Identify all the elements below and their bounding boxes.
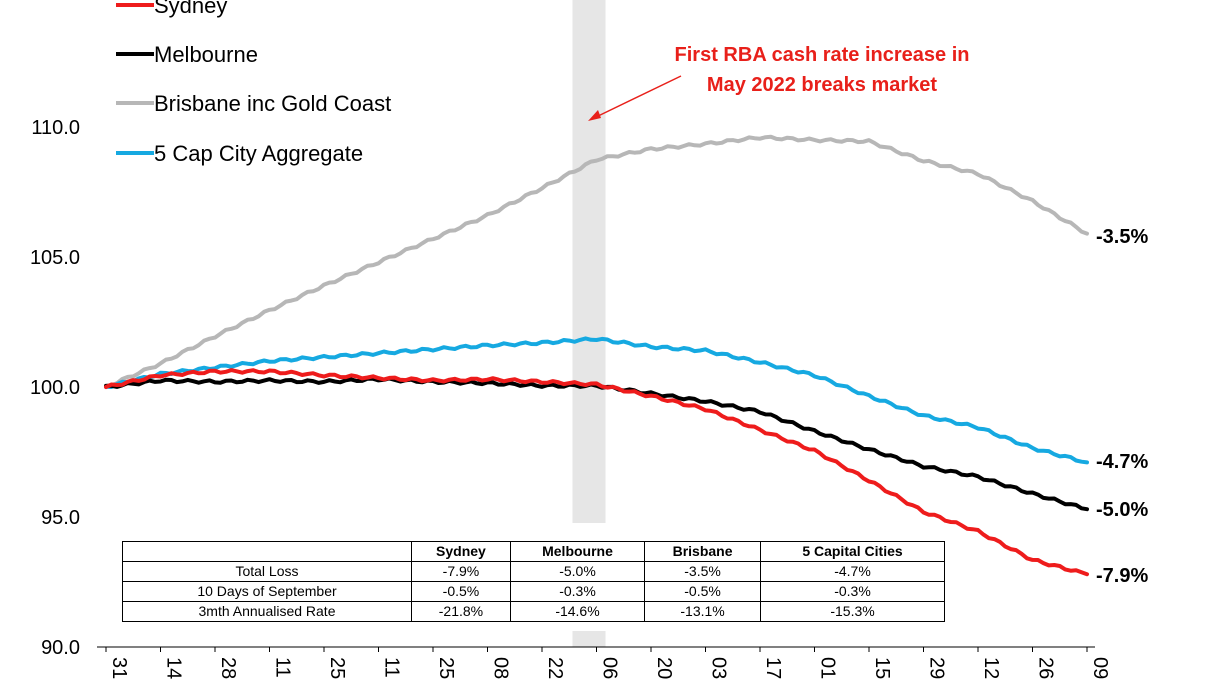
table-row-label: Total Loss (122, 561, 412, 582)
y-tick-label: 100.0 (30, 377, 80, 399)
series-line-3 (104, 336, 1089, 465)
x-tick-label: 08 (490, 657, 512, 679)
series-line-2 (104, 134, 1089, 388)
x-tick-label: 28 (217, 657, 239, 679)
table-cell: -14.6% (509, 601, 646, 622)
x-axis: 31 14 28 11 25 11 25 08 22 06 20 03 17 01 15 29 12 26 09 (97, 646, 1111, 679)
series-line-0 (104, 368, 1089, 577)
legend-label: Sydney (154, 0, 227, 18)
x-tick-label: 20 (653, 657, 675, 679)
table-header-melbourne: Melbourne (509, 541, 646, 562)
legend-label: Brisbane inc Gold Coast (154, 91, 391, 116)
table-row: 10 Days of September -0.5% -0.3% -0.5% -… (122, 581, 945, 602)
x-tick-label: 03 (708, 657, 730, 679)
x-tick-label: 11 (381, 657, 403, 678)
table-cell: -15.3% (760, 601, 945, 622)
annotation-line-2: May 2022 breaks market (707, 74, 937, 96)
table-header-sydney: Sydney (411, 541, 511, 562)
table-row-label: 10 Days of September (122, 581, 412, 602)
x-tick-label: 01 (817, 657, 839, 679)
legend: Sydney Melbourne Brisbane inc Gold Coast 5 … (116, 0, 391, 166)
legend-label: Melbourne (154, 42, 258, 67)
annotation-arrow-head (588, 110, 601, 121)
end-label: -7.9% (1096, 565, 1148, 587)
table-cell: -3.5% (644, 561, 762, 582)
table-cell: -4.7% (760, 561, 945, 582)
table-cell: -0.5% (411, 581, 511, 602)
annotation-line-1: First RBA cash rate increase in (675, 44, 970, 66)
series-line-1 (104, 376, 1089, 512)
x-tick-label: 12 (980, 657, 1002, 679)
annotation-arrow-shaft (593, 75, 682, 119)
table-header-blank (122, 541, 412, 562)
end-label: -4.7% (1096, 451, 1148, 473)
x-tick-label: 09 (1089, 657, 1111, 679)
table-row: Total Loss -7.9% -5.0% -3.5% -4.7% (122, 561, 945, 582)
x-tick-label: 29 (926, 657, 948, 679)
table-header-brisbane: Brisbane (644, 541, 762, 562)
legend-label: 5 Cap City Aggregate (154, 141, 363, 166)
table-cell: -21.8% (411, 601, 511, 622)
x-tick-label: 06 (599, 657, 621, 679)
series-lines (104, 134, 1089, 577)
rba-shaded-band (572, 0, 606, 523)
y-tick-label: 110.0 (31, 117, 80, 139)
y-tick-label: 105.0 (30, 247, 80, 269)
end-label: -3.5% (1096, 226, 1148, 248)
table-cell: -0.3% (509, 581, 646, 602)
table-cell: -5.0% (509, 561, 646, 582)
summary-table: Sydney Melbourne Brisbane 5 Capital Citi… (122, 541, 945, 622)
table-cell: -0.5% (644, 581, 762, 602)
table-header-row: Sydney Melbourne Brisbane 5 Capital Citi… (122, 541, 945, 562)
table-header-5-capital-cities: 5 Capital Cities (760, 541, 945, 562)
y-tick-label: 90.0 (41, 637, 80, 659)
x-tick-label: 25 (435, 657, 457, 679)
x-tick-label: 11 (272, 657, 294, 678)
x-tick-label: 15 (871, 657, 893, 679)
rba-shaded-band-lower (572, 631, 606, 647)
table-cell: -13.1% (644, 601, 762, 622)
table-row-label: 3mth Annualised Rate (122, 601, 412, 622)
table-row: 3mth Annualised Rate -21.8% -14.6% -13.1… (122, 601, 945, 622)
x-tick-label: 25 (326, 657, 348, 679)
y-tick-label: 95.0 (41, 507, 80, 529)
x-tick-label: 31 (108, 657, 130, 679)
x-tick-label: 17 (762, 657, 784, 679)
x-tick-label: 26 (1035, 657, 1057, 679)
end-labels: -7.9% -5.0% -3.5% -4.7% (1096, 226, 1148, 587)
table-cell: -7.9% (411, 561, 511, 582)
table-cell: -0.3% (760, 581, 945, 602)
y-axis: 90.0 95.0 100.0 105.0 110.0 (30, 117, 80, 659)
rba-annotation: First RBA cash rate increase in May 2022… (588, 44, 969, 121)
x-tick-label: 22 (544, 657, 566, 679)
end-label: -5.0% (1096, 499, 1148, 521)
x-tick-label: 14 (163, 657, 185, 679)
